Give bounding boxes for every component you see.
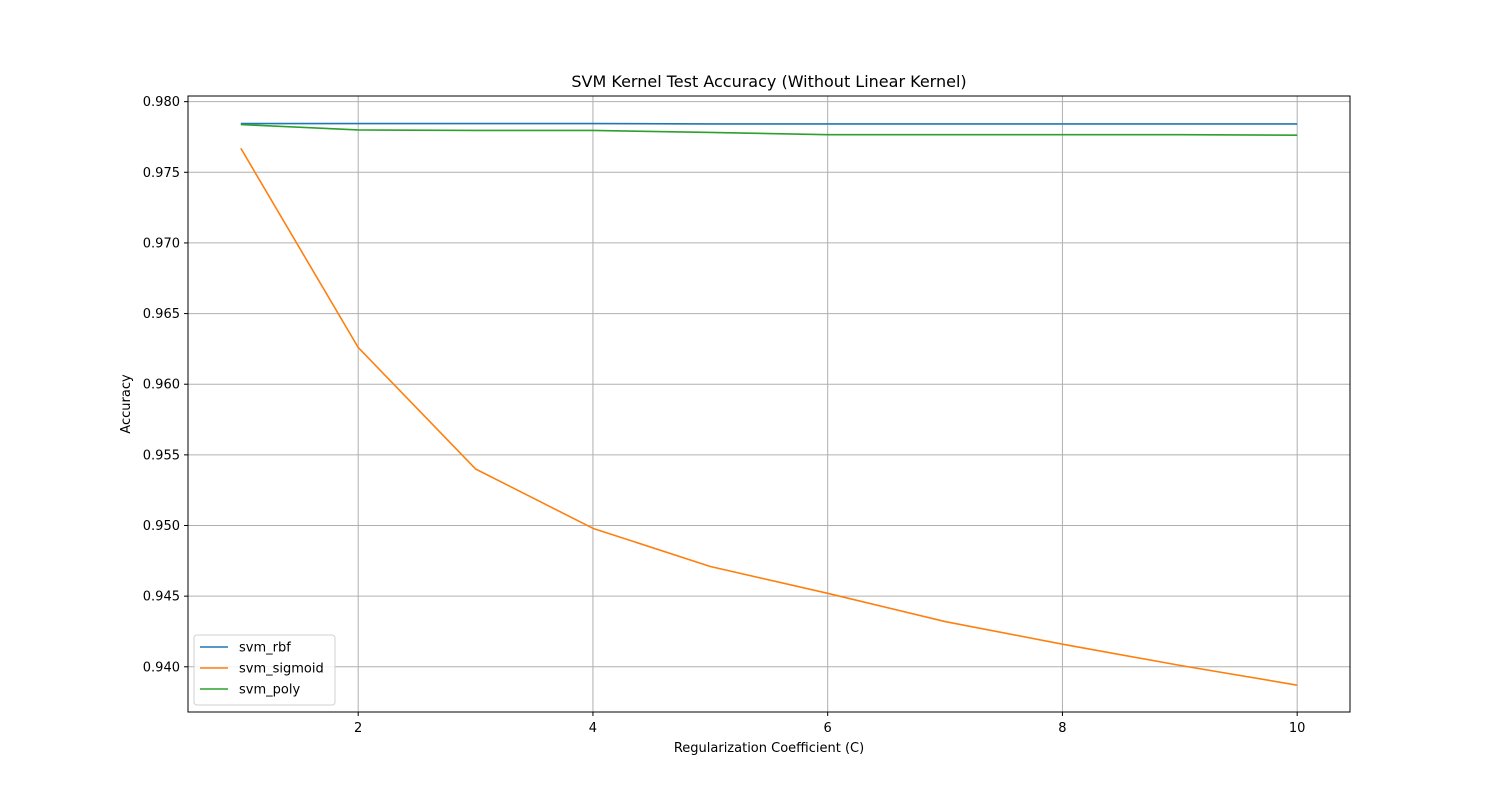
y-tick-label: 0.955: [143, 448, 180, 463]
y-axis-ticks: 0.940 0.945 0.950 0.955 0.960 0.965 0.970 0.975…: [143, 95, 188, 675]
legend-label: svm_sigmoid: [239, 662, 324, 677]
y-tick-label: 0.965: [143, 307, 180, 322]
y-tick-label: 0.970: [143, 236, 180, 251]
plot-frame: [187, 95, 1351, 713]
x-axis-ticks: 2 4 6 8 10: [354, 712, 1305, 736]
legend-label: svm_rbf: [239, 641, 291, 656]
y-tick-label: 0.950: [143, 519, 180, 534]
legend-label: svm_poly: [239, 683, 300, 698]
series-line-svm-poly: [240, 123, 1298, 136]
y-axis-label: Accuracy: [119, 374, 134, 434]
y-tick-label: 0.980: [143, 95, 180, 110]
series-line-svm-sigmoid: [240, 147, 1298, 686]
chart-title: SVM Kernel Test Accuracy (Without Linear…: [571, 72, 966, 91]
legend: svm_rbf svm_sigmoid svm_poly: [193, 634, 336, 706]
series-lines: [240, 122, 1298, 686]
x-tick-label: 4: [589, 721, 597, 736]
y-tick-label: 0.940: [143, 660, 180, 675]
y-tick-label: 0.945: [143, 590, 180, 605]
legend-box: [193, 634, 336, 706]
x-tick-label: 2: [354, 721, 362, 736]
x-axis-label: Regularization Coefficient (C): [674, 741, 864, 756]
x-tick-label: 6: [824, 721, 832, 736]
x-tick-label: 10: [1289, 721, 1306, 736]
y-tick-label: 0.960: [143, 378, 180, 393]
x-tick-label: 8: [1058, 721, 1066, 736]
grid-lines: [188, 96, 1350, 712]
y-tick-label: 0.975: [143, 166, 180, 181]
